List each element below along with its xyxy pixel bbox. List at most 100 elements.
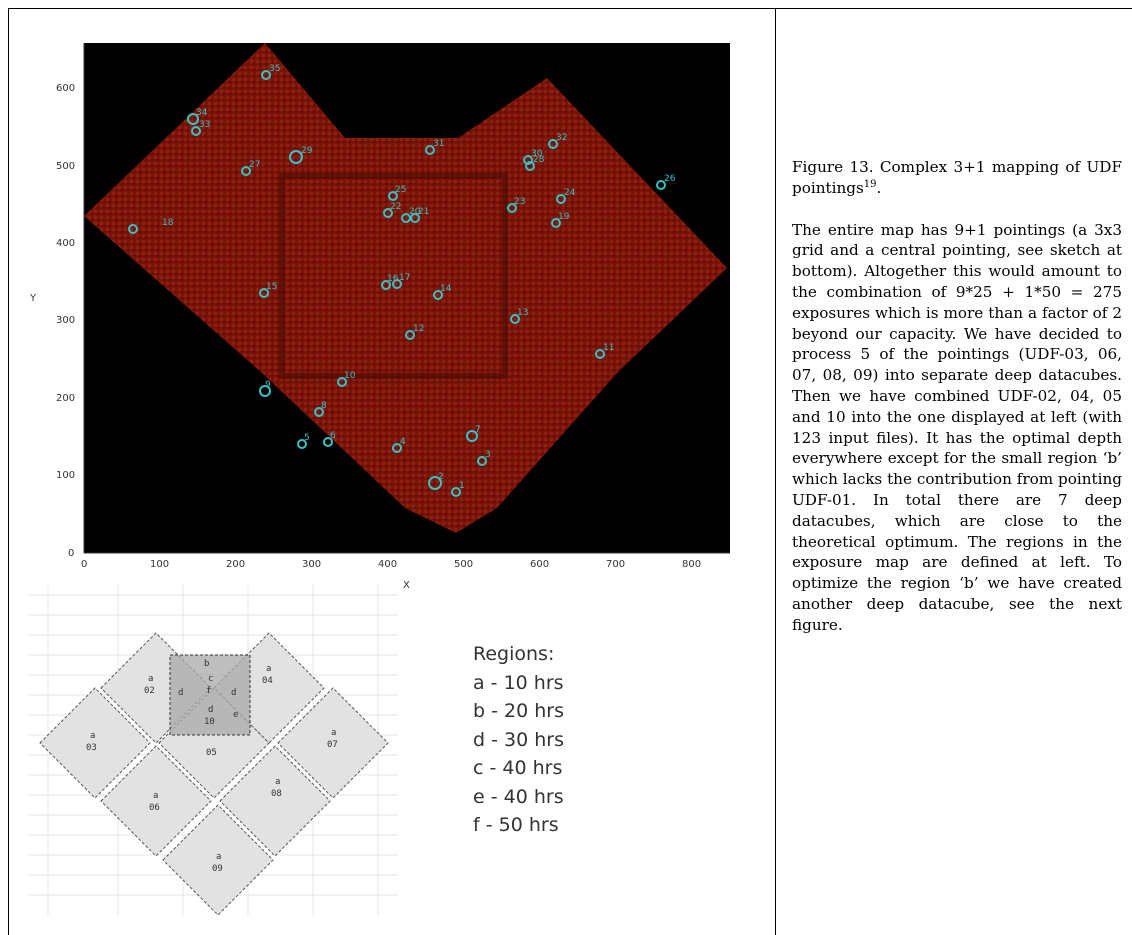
pointings-sketch: a 02 a 04 a 03 a 07 a 06 a 08 a 09 05 d … (28, 585, 398, 915)
source-marker (451, 487, 461, 497)
source-marker (128, 224, 138, 234)
region-item: d - 30 hrs (473, 728, 564, 751)
source-label: 29 (301, 146, 313, 156)
source-marker (428, 476, 442, 490)
x-tick-label: 100 (150, 559, 169, 570)
source-label: 24 (564, 188, 576, 198)
exposure-map-figure: 0 100 200 300 400 500 600 700 800 X 0 10… (29, 43, 730, 591)
source-marker (466, 430, 478, 442)
source-marker (507, 203, 517, 213)
source-marker (405, 330, 415, 340)
source-label: 6 (330, 431, 336, 441)
source-label: 25 (395, 185, 406, 195)
pointing-09-id: 09 (212, 864, 223, 874)
source-marker (191, 126, 201, 136)
x-tick-label: 500 (454, 559, 473, 570)
pointing-10-region: d (208, 705, 213, 715)
region-item: f - 50 hrs (473, 814, 559, 836)
y-axis-label: Y (29, 293, 37, 304)
source-label: 5 (304, 433, 310, 443)
source-label: 20 (409, 207, 421, 217)
source-label: 17 (399, 273, 410, 283)
source-marker (477, 456, 487, 466)
region-letter-f: f (206, 686, 211, 696)
y-tick-label: 100 (56, 470, 75, 481)
pointing-08-region: a (275, 777, 280, 787)
source-marker (259, 385, 271, 397)
y-tick-label: 400 (56, 238, 75, 249)
y-tick-label: 0 (68, 548, 74, 559)
source-marker (510, 314, 520, 324)
pointing-02-id: 02 (144, 686, 155, 696)
source-marker (548, 139, 558, 149)
source-marker (425, 145, 435, 155)
page-border-left (8, 8, 9, 935)
pointing-03-region: a (90, 731, 95, 741)
pointing-07-region: a (331, 728, 336, 738)
pointing-02-region: a (148, 674, 153, 684)
source-label: 21 (418, 207, 429, 217)
source-marker (337, 377, 347, 387)
source-marker (392, 443, 402, 453)
source-markers: 1 2 3 4 5 6 7 8 9 10 11 12 13 14 15 16 1… (128, 64, 676, 497)
y-tick-label: 200 (56, 393, 75, 404)
source-label: 10 (344, 371, 356, 381)
source-label: 22 (390, 202, 401, 212)
source-label: 7 (475, 425, 481, 435)
source-label: 4 (400, 437, 406, 447)
regions-title: Regions: (473, 643, 555, 665)
region-item: b - 20 hrs (473, 700, 564, 722)
source-marker (656, 180, 666, 190)
y-axis: 0 100 200 300 400 500 600 Y (29, 43, 85, 559)
y-tick-label: 500 (56, 161, 75, 172)
caption-title-end: . (876, 178, 882, 197)
source-marker (523, 155, 533, 165)
source-marker (388, 191, 398, 201)
source-marker (525, 161, 535, 171)
region-letter-d-left: d (178, 688, 183, 698)
column-divider (775, 8, 776, 935)
source-label: 31 (433, 139, 444, 149)
source-marker (261, 70, 271, 80)
x-tick-label: 800 (682, 559, 701, 570)
pointing-05-id: 05 (206, 748, 217, 758)
region-letter-e: e (233, 710, 238, 720)
source-marker (433, 290, 443, 300)
pointing-03-id: 03 (86, 743, 97, 753)
source-marker (383, 208, 393, 218)
source-marker (392, 279, 402, 289)
x-tick-label: 0 (81, 559, 87, 570)
source-label: 18 (162, 218, 174, 228)
pointing-09-region: a (216, 852, 221, 862)
pointing-10-central (169, 654, 251, 736)
pointing-08-id: 08 (271, 789, 282, 799)
source-label: 34 (196, 108, 208, 118)
region-letter-d-right: d (231, 688, 236, 698)
source-label: 23 (514, 197, 525, 207)
source-label: 28 (533, 155, 545, 165)
region-letter-b: b (204, 659, 209, 669)
x-tick-label: 600 (530, 559, 549, 570)
caption-column: Figure 13. Complex 3+1 mapping of UDF po… (792, 157, 1122, 636)
source-label: 26 (664, 174, 676, 184)
source-label: 2 (438, 472, 444, 482)
x-axis-label: X (403, 580, 410, 591)
pointing-06-id: 06 (149, 803, 160, 813)
source-marker (323, 437, 333, 447)
source-marker (410, 213, 420, 223)
source-marker (381, 280, 391, 290)
source-label: 1 (459, 481, 465, 491)
pointing-03 (39, 687, 151, 799)
exposure-footprint (84, 43, 727, 533)
figure-caption: Figure 13. Complex 3+1 mapping of UDF po… (792, 157, 1122, 199)
region-item: c - 40 hrs (473, 757, 563, 779)
pointing-04-id: 04 (262, 676, 273, 686)
source-marker (314, 407, 324, 417)
source-label: 27 (249, 160, 260, 170)
source-label: 9 (265, 380, 271, 390)
source-label: 15 (266, 282, 277, 292)
pointing-10-id: 10 (204, 717, 215, 727)
page-border-top (8, 8, 1132, 9)
region-item: e - 40 hrs (473, 785, 564, 808)
source-label: 11 (603, 343, 614, 353)
